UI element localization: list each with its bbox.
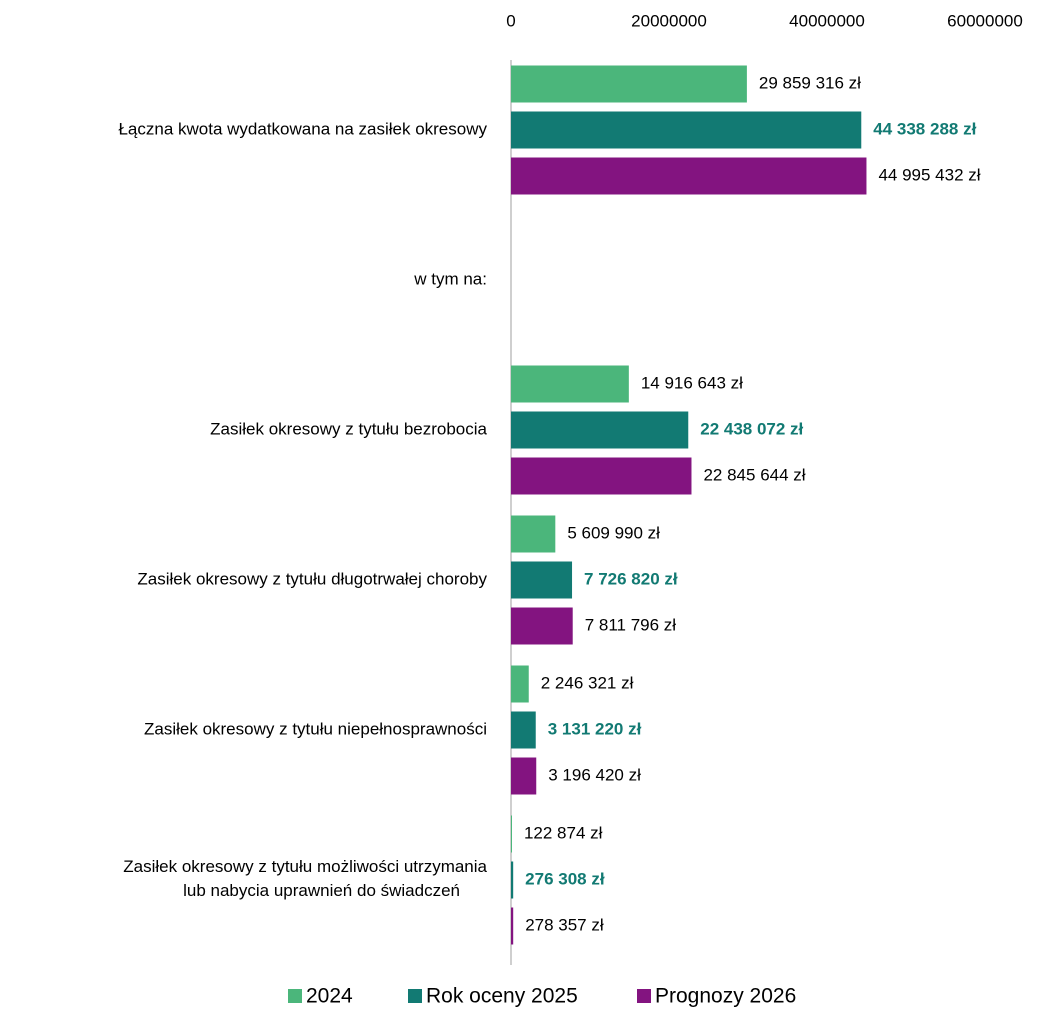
value-label: 122 874 zł [524,823,603,842]
value-label: 44 338 288 zł [873,119,976,138]
bar [511,907,514,945]
x-tick-label: 60000000 [947,11,1023,30]
bar [511,665,529,703]
x-tick-label: 40000000 [789,11,865,30]
y-tick-label: Zasiłek okresowy z tytułu możliwości utr… [123,857,487,900]
value-label: 278 357 zł [525,915,604,934]
value-label: 44 995 432 zł [878,165,980,184]
value-label: 276 308 zł [525,869,605,888]
legend-swatch [408,989,422,1003]
bar [511,157,867,195]
y-tick-label: Zasiłek okresowy z tytułu niepełnosprawn… [144,719,487,738]
value-label: 3 196 420 zł [548,765,641,784]
bar [511,457,692,495]
value-label: 14 916 643 zł [641,373,743,392]
bar [511,561,573,599]
y-tick-label: w tym na: [413,269,487,288]
legend-swatch [288,989,302,1003]
y-tick-label: Zasiłek okresowy z tytułu długotrwałej c… [137,569,487,588]
y-tick-label: Zasiłek okresowy z tytułu bezrobocia [210,419,487,438]
bar [511,757,537,795]
value-label: 7 726 820 zł [584,569,678,588]
bar [511,515,556,553]
legend-swatch [637,989,651,1003]
bar [511,411,689,449]
value-label: 22 438 072 zł [700,419,803,438]
legend-text: Prognozy 2026 [655,985,796,1008]
value-label: 22 845 644 zł [703,465,805,484]
bar [511,365,629,403]
legend-text: 2024 [306,985,353,1008]
bar [511,861,514,899]
value-label: 2 246 321 zł [541,673,634,692]
bar [511,711,536,749]
bar [511,815,512,853]
value-label: 3 131 220 zł [548,719,642,738]
legend-text: Rok oceny 2025 [426,985,578,1008]
bar [511,65,747,103]
bar [511,111,862,149]
value-label: 7 811 796 zł [585,615,677,634]
x-tick-label: 20000000 [631,11,707,30]
value-label: 5 609 990 zł [567,523,660,542]
y-tick-label: Łączna kwota wydatkowana na zasiłek okre… [118,119,487,138]
x-tick-label: 0 [506,11,515,30]
bar [511,607,573,645]
value-label: 29 859 316 zł [759,73,861,92]
